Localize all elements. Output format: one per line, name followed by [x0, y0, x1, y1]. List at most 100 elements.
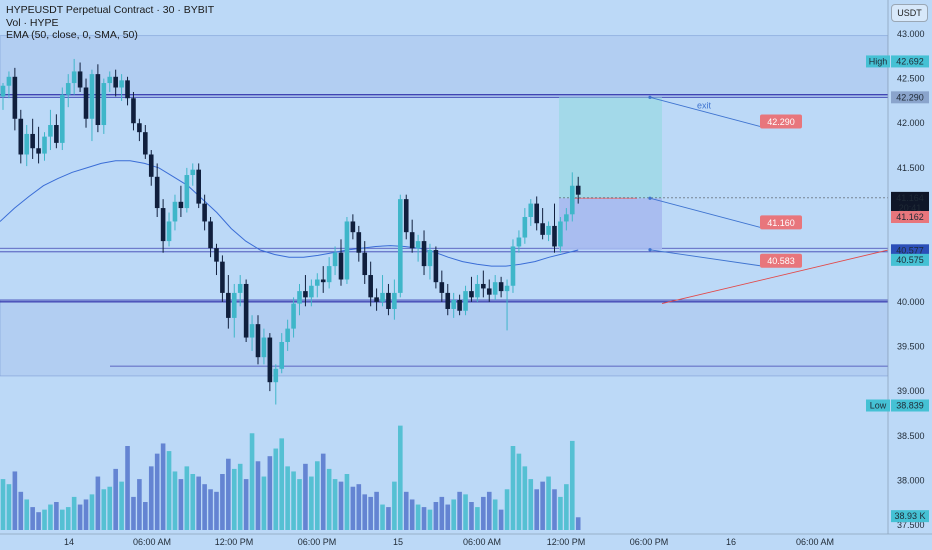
- volume-bar: [326, 468, 332, 530]
- volume-bar: [48, 504, 53, 530]
- candle-body: [154, 176, 160, 209]
- candle-body: [303, 291, 308, 298]
- axis-label-value: 40.577: [896, 245, 924, 255]
- volume-bar: [261, 476, 267, 530]
- price-tick-label: 37.500: [897, 520, 925, 530]
- time-tick-label: 14: [64, 537, 74, 547]
- volume-bar: [498, 509, 504, 530]
- volume-bar: [148, 466, 154, 530]
- time-tick-label: 06:00 AM: [796, 537, 834, 547]
- candle-body: [457, 300, 462, 311]
- price-tick-label: 38.500: [897, 431, 925, 441]
- price-tick-label: 38.000: [897, 475, 925, 485]
- volume-bar: [119, 481, 124, 530]
- volume-bar: [77, 504, 83, 530]
- candle-body: [249, 324, 255, 338]
- volume-bar: [303, 463, 308, 530]
- volume-bar: [137, 479, 142, 530]
- candle-body: [368, 275, 373, 298]
- candle-body: [18, 118, 24, 155]
- axis-label-box: [891, 253, 929, 266]
- axis-label-value: 42.692: [896, 56, 924, 66]
- volume-bar: [131, 496, 136, 530]
- currency-button[interactable]: USDT: [891, 4, 928, 22]
- volume-bar: [166, 451, 172, 530]
- candle-body: [125, 80, 130, 99]
- volume-bar: [362, 494, 368, 530]
- volume-bar: [42, 509, 47, 530]
- price-tick-label: 43.000: [897, 29, 925, 39]
- volume-bar: [457, 491, 462, 530]
- candle-body: [36, 148, 41, 154]
- volume-bar: [427, 509, 433, 530]
- volume-bar: [344, 474, 350, 530]
- volume-bar: [231, 468, 237, 530]
- volume-bar: [445, 504, 451, 530]
- axis-label-box: [891, 210, 929, 223]
- volume-bar: [409, 499, 415, 530]
- time-tick-label: 15: [393, 537, 403, 547]
- time-tick-label: 16: [726, 537, 736, 547]
- candle-body: [320, 279, 326, 283]
- candle-body: [48, 125, 53, 137]
- axis-label-value: 41.162: [896, 212, 924, 222]
- volume-bar: [172, 471, 178, 530]
- volume-bar: [113, 468, 118, 530]
- candle-body: [398, 199, 403, 293]
- volume-bar: [95, 476, 101, 530]
- candle-body: [101, 83, 107, 126]
- trade-anchor-dot: [648, 95, 652, 99]
- volume-bar: [540, 481, 545, 530]
- volume-bar: [249, 433, 255, 530]
- volume-bar: [534, 489, 539, 530]
- candle-body: [77, 71, 83, 88]
- volume-bar: [368, 496, 373, 530]
- volume-bar: [475, 507, 480, 530]
- volume-bar: [18, 491, 24, 530]
- candle-body: [409, 232, 415, 249]
- axis-label-box: [891, 244, 929, 257]
- candle-body: [273, 368, 279, 383]
- volume-bar: [332, 479, 338, 530]
- candle-body: [475, 283, 480, 298]
- candle-body: [558, 221, 563, 247]
- volume-bar: [89, 494, 95, 530]
- volume-bar: [243, 479, 249, 530]
- candle-body: [202, 203, 207, 222]
- volume-bar: [546, 476, 551, 530]
- volume-bar: [451, 499, 456, 530]
- volume-bar: [154, 453, 160, 530]
- axis-label-value: 38.93 K: [894, 511, 925, 521]
- volume-bar: [107, 486, 113, 530]
- candle-body: [350, 221, 356, 233]
- volume-bar: [196, 476, 201, 530]
- volume-bar: [184, 466, 190, 530]
- candle-body: [166, 221, 172, 242]
- candle-body: [220, 261, 225, 293]
- candle-body: [0, 85, 6, 97]
- candle-body: [184, 175, 190, 209]
- axis-corner: [890, 535, 928, 549]
- volume-bar: [433, 502, 439, 530]
- trade-label-connector: [649, 197, 761, 228]
- volume-bar: [338, 481, 344, 530]
- candle-body: [231, 292, 237, 318]
- candle-body: [445, 292, 451, 309]
- candle-body: [486, 288, 492, 295]
- candle-body: [42, 136, 47, 154]
- candle-body: [291, 303, 296, 329]
- candle-body: [196, 169, 201, 204]
- candle-body: [433, 250, 439, 283]
- candle-body: [510, 246, 516, 286]
- candle-body: [83, 87, 89, 119]
- axis-label-value: 41.164: [896, 193, 924, 203]
- volume-bar: [237, 463, 243, 530]
- candle-body: [261, 337, 267, 358]
- candle-body: [113, 76, 118, 88]
- candle-body: [89, 74, 95, 119]
- exit-annotation: exit: [697, 100, 712, 110]
- volume-bar: [522, 466, 528, 530]
- volume-bar: [510, 446, 516, 530]
- candle-body: [172, 201, 178, 222]
